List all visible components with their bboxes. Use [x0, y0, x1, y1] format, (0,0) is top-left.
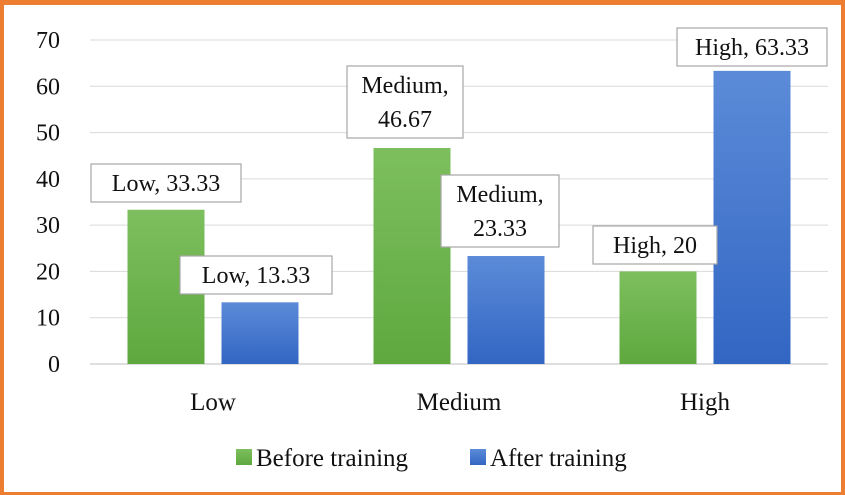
bar-after-medium: [467, 256, 545, 364]
data-label: Medium, 23.33: [440, 174, 560, 248]
data-label-box: [90, 163, 242, 203]
y-axis: 0 10 20 30 40 50 60 70: [36, 28, 60, 378]
x-category-label: Medium: [417, 389, 502, 416]
y-tick-label: 50: [36, 121, 60, 147]
data-label: Medium, 46.67: [346, 65, 464, 139]
data-label-box: [676, 27, 828, 67]
bar-after-low: [221, 302, 299, 364]
legend-swatch-after: [470, 449, 486, 465]
bar-after-high: [713, 70, 791, 365]
y-tick-label: 0: [48, 352, 60, 378]
data-label: High, 63.33: [676, 27, 828, 67]
bar-before-medium: [373, 147, 451, 364]
y-tick-label: 10: [36, 306, 60, 332]
x-category-label: Low: [190, 389, 236, 416]
bars: [127, 70, 791, 365]
data-label-box: [440, 174, 560, 248]
y-tick-label: 60: [36, 74, 60, 100]
data-labels: Low, 33.33 Medium, 46.67 High, 20 Low, 13.33…: [90, 27, 828, 295]
legend-label-after: After training: [490, 445, 627, 472]
y-tick-label: 30: [36, 213, 60, 239]
x-axis: Low Medium High: [190, 389, 730, 416]
data-label: High, 20: [592, 225, 718, 265]
x-category-label: High: [680, 389, 731, 416]
legend: Before training After training: [236, 445, 627, 472]
legend-swatch-before: [236, 449, 252, 465]
y-tick-label: 40: [36, 167, 60, 193]
data-label-text: High, 20: [613, 233, 697, 259]
data-label-text: Medium, 46.67: [361, 73, 448, 133]
data-label-box: [346, 65, 464, 139]
data-label-text: High, 63.33: [695, 35, 809, 61]
data-label-box: [592, 225, 718, 265]
data-label: Low, 13.33: [179, 255, 333, 295]
legend-label-before: Before training: [256, 445, 409, 472]
data-label: Low, 33.33: [90, 163, 242, 203]
data-label-text: Medium, 23.33: [456, 182, 543, 242]
y-tick-label: 20: [36, 259, 60, 285]
data-label-text: Low, 13.33: [202, 263, 310, 289]
data-label-box: [179, 255, 333, 295]
bar-before-high: [619, 271, 697, 364]
data-label-text: Low, 33.33: [112, 171, 220, 197]
y-tick-label: 70: [36, 28, 60, 54]
